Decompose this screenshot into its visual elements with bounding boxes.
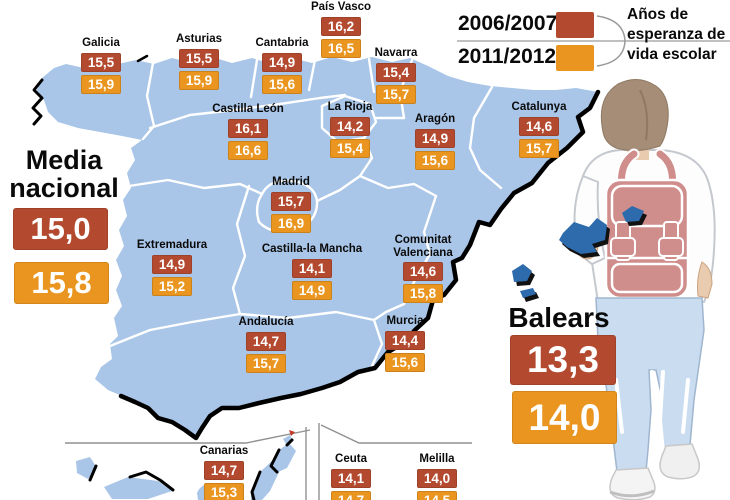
canary-islands (76, 430, 296, 500)
region-ceuta: Ceuta 14,1 14,7 (331, 453, 371, 500)
legend-description: Años de esperanza de vida escolar (627, 6, 726, 63)
legend-label-2006: 2006/2007 (458, 12, 558, 35)
region-label: Canarias (199, 445, 249, 457)
region-galicia: Galicia 15,5 15,9 (81, 37, 121, 94)
region-label: Madrid (272, 176, 310, 188)
region-label: Cantabria (255, 37, 309, 49)
national-value-2011: 15,8 (14, 262, 109, 304)
value-2006-2007: 15,5 (179, 48, 219, 68)
region-castilla-la-mancha: Castilla-la Mancha 14,1 14,9 (262, 243, 362, 300)
value-2006-2007: 15,7 (271, 191, 311, 211)
balears-value-2006: 13,3 (510, 335, 616, 385)
student-illustration (573, 79, 716, 500)
right-shoe (659, 443, 701, 480)
value-2006-2007: 14,9 (262, 52, 302, 72)
region-andalucia: Andalucía 14,7 15,7 (239, 316, 293, 373)
national-average-title: Media nacional (9, 145, 119, 204)
region-label: Catalunya (511, 101, 567, 113)
region-label: Ceuta (335, 453, 367, 465)
value-2011-2012: 16,6 (228, 140, 268, 160)
region-aragon: Aragón 14,9 15,6 (415, 113, 455, 170)
value-2006-2007: 15,5 (81, 52, 121, 72)
backpack (604, 178, 690, 300)
value-2011-2012: 14,5 (417, 490, 457, 500)
value-2011-2012: 15,2 (152, 276, 192, 296)
value-2011-2012: 15,8 (403, 284, 443, 304)
region-extremadura: Extremadura 14,9 15,2 (137, 239, 207, 296)
region-la-rioja: La Rioja 14,2 15,4 (327, 101, 373, 158)
value-2011-2012: 14,9 (292, 280, 332, 300)
region-label: Galicia (82, 37, 120, 49)
value-2006-2007: 14,4 (385, 330, 425, 350)
value-2011-2012: 15,4 (330, 138, 370, 158)
region-label: Castilla León (212, 103, 284, 115)
region-asturias: Asturias 15,5 15,9 (175, 33, 223, 90)
legend-swatch-2006 (556, 12, 594, 38)
region-navarra: Navarra 15,4 15,7 (374, 47, 418, 104)
region-label: Comunitat Valenciana (393, 234, 453, 259)
region-canarias: Canarias 14,7 15,3 (200, 445, 248, 500)
peninsula-shape (36, 57, 598, 438)
value-2006-2007: 14,6 (403, 262, 443, 282)
value-2006-2007: 14,2 (330, 116, 370, 136)
value-2011-2012: 15,7 (246, 353, 286, 373)
region-label: Murcia (386, 315, 424, 327)
region-label: Andalucía (238, 316, 294, 328)
region-label: Aragón (414, 113, 456, 125)
value-2006-2007: 14,9 (152, 254, 192, 274)
right-hand (697, 261, 713, 299)
value-2011-2012: 16,9 (271, 213, 311, 233)
hair (600, 79, 669, 152)
value-2006-2007: 16,2 (321, 16, 361, 36)
region-madrid: Madrid 15,7 16,9 (271, 176, 311, 233)
region-label: Castilla-la Mancha (261, 243, 363, 255)
small-red-marker (289, 430, 295, 436)
region-pais-vasco: País Vasco 16,2 16,5 (311, 1, 371, 58)
legend-bracket (457, 15, 730, 67)
value-2006-2007: 14,7 (246, 331, 286, 351)
national-value-2006: 15,0 (13, 208, 108, 250)
region-label: Navarra (374, 47, 418, 59)
region-murcia: Murcia 14,4 15,6 (385, 315, 425, 372)
value-2011-2012: 16,5 (321, 38, 361, 58)
region-melilla: Melilla 14,0 14,5 (417, 453, 457, 500)
region-comunitat-valenciana: Comunitat Valenciana 14,6 15,8 (393, 234, 453, 304)
region-label: País Vasco (310, 1, 372, 13)
region-cantabria: Cantabria 14,9 15,6 (255, 37, 309, 94)
region-borders (108, 57, 503, 368)
value-2011-2012: 15,3 (204, 482, 244, 500)
value-2006-2007: 14,0 (417, 468, 457, 488)
value-2011-2012: 15,7 (519, 138, 559, 158)
balears-title: Balears (508, 302, 610, 333)
value-2011-2012: 15,6 (385, 352, 425, 372)
legend-label-2011: 2011/2012 (458, 45, 557, 68)
value-2006-2007: 14,1 (292, 258, 332, 278)
value-2006-2007: 14,6 (519, 116, 559, 136)
value-2011-2012: 14,7 (331, 490, 371, 500)
value-2006-2007: 14,7 (204, 460, 244, 480)
value-2011-2012: 15,6 (415, 150, 455, 170)
value-2011-2012: 15,9 (81, 74, 121, 94)
region-label: Melilla (419, 453, 455, 465)
balears-value-2011: 14,0 (512, 391, 617, 444)
value-2011-2012: 15,6 (262, 74, 302, 94)
panel-dividers (65, 423, 472, 500)
value-2011-2012: 15,7 (376, 84, 416, 104)
value-2006-2007: 16,1 (228, 118, 268, 138)
legend-swatch-2011 (556, 45, 594, 71)
value-2006-2007: 14,9 (415, 128, 455, 148)
value-2011-2012: 15,9 (179, 70, 219, 90)
region-castilla-leon: Castilla León 16,1 16,6 (212, 103, 284, 160)
region-label: La Rioja (327, 101, 373, 113)
value-2006-2007: 15,4 (376, 62, 416, 82)
value-2006-2007: 14,1 (331, 468, 371, 488)
region-label: Extremadura (136, 239, 208, 251)
balearic-islands (512, 206, 647, 302)
region-catalunya: Catalunya 14,6 15,7 (512, 101, 566, 158)
region-label: Asturias (175, 33, 223, 45)
